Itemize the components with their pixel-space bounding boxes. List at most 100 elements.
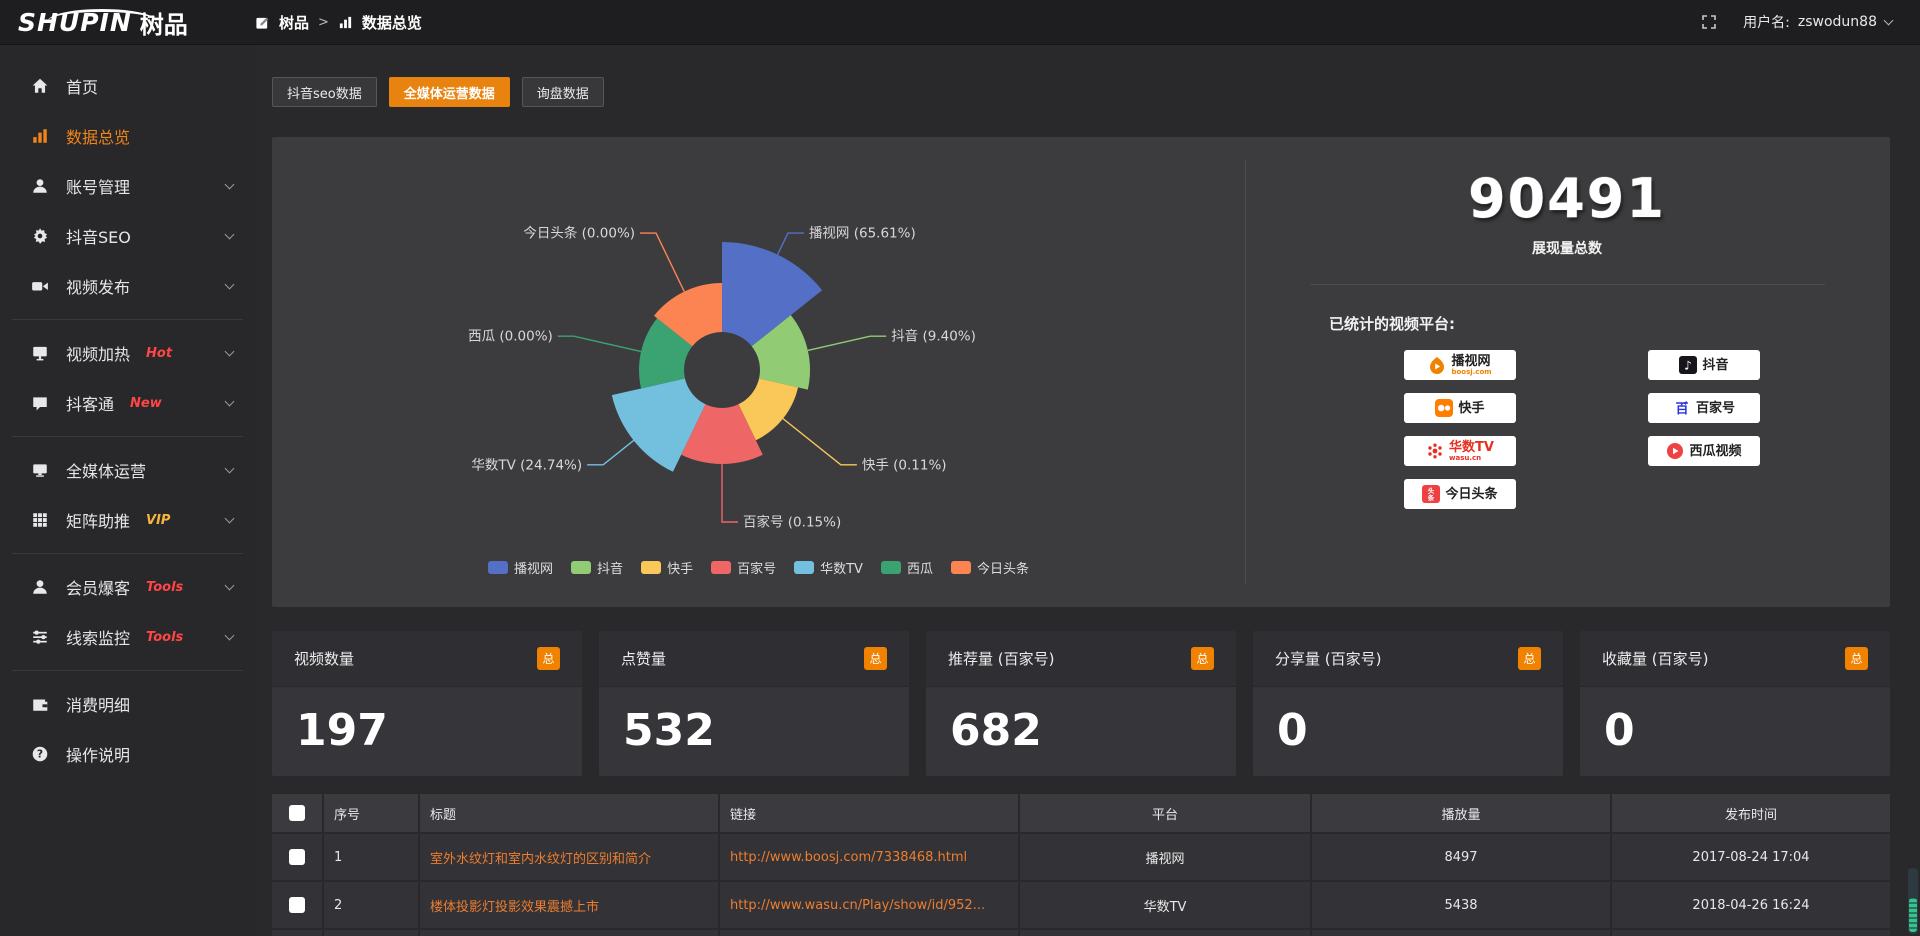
- scrollbar-thumb[interactable]: [1909, 898, 1917, 932]
- sidebar-item-omnimedia-operation[interactable]: 全媒体运营: [0, 445, 255, 495]
- pie-slice-播视网[interactable]: [722, 242, 823, 347]
- card-value: 0: [1277, 705, 1308, 756]
- bar-chart-icon: [30, 126, 50, 146]
- breadcrumb: 树品 > 数据总览: [255, 12, 422, 33]
- tab-omnimedia-data[interactable]: 全媒体运营数据: [388, 77, 510, 107]
- platform-badge-boosj: 播视网 boosj.com: [1404, 350, 1516, 380]
- pie-label: 今日头条 (0.00%): [523, 225, 635, 242]
- pie-slice-快手[interactable]: [738, 378, 799, 441]
- svg-text:头: 头: [1428, 486, 1435, 495]
- legend-swatch: [711, 561, 732, 574]
- card-value: 682: [950, 705, 1042, 756]
- app-logo: SHUPIN 树品: [0, 5, 255, 40]
- sidebar-item-douketong[interactable]: 抖客通 New: [0, 378, 255, 428]
- row-checkbox[interactable]: [289, 897, 305, 913]
- sidebar-item-account-management[interactable]: 账号管理: [0, 161, 255, 211]
- pie-slice-今日头条[interactable]: [653, 283, 722, 347]
- cell-video-link[interactable]: http://www.wasu.cn/Play/show/id/952...: [720, 882, 1020, 928]
- video-camera-icon: [30, 276, 50, 296]
- legend-label: 百家号: [737, 562, 777, 577]
- legend-item-百家号[interactable]: 百家号: [711, 558, 776, 577]
- chart-legend: 播视网 抖音 快手 百家号 华数TV 西瓜 今日头条: [272, 558, 1245, 577]
- sidebar-item-douyin-seo[interactable]: 抖音SEO: [0, 211, 255, 261]
- tab-inquiry-data[interactable]: 询盘数据: [521, 77, 604, 107]
- legend-label: 抖音: [597, 562, 624, 577]
- impressions-total-label: 展现量总数: [1532, 241, 1602, 257]
- legend-item-西瓜[interactable]: 西瓜: [880, 558, 933, 577]
- sidebar-item-member-baoke[interactable]: 会员爆客 Tools: [0, 562, 255, 612]
- column-header-index: 序号: [324, 794, 420, 832]
- pie-slice-百家号[interactable]: [681, 404, 763, 464]
- monitor-icon: [30, 343, 50, 363]
- legend-item-快手[interactable]: 快手: [641, 558, 693, 577]
- page-scrollbar[interactable]: [1908, 868, 1918, 934]
- total-badge[interactable]: 总: [1845, 647, 1868, 670]
- user-icon: [30, 176, 50, 196]
- legend-item-播视网[interactable]: 播视网: [488, 558, 553, 577]
- douyin-logo-icon: ♪: [1679, 356, 1698, 374]
- cell-video-link[interactable]: http://www.boosj.com/7338468.html: [720, 834, 1020, 880]
- sidebar-item-label: 数据总览: [66, 128, 131, 147]
- wasu-logo-icon: [1428, 443, 1442, 459]
- impressions-total-value: 90491: [1468, 167, 1666, 230]
- pie-slice-抖音[interactable]: [751, 315, 810, 390]
- legend-label: 华数TV: [820, 562, 863, 577]
- sidebar-item-clue-monitoring[interactable]: 线索监控 Tools: [0, 612, 255, 662]
- user-menu[interactable]: 用户名: zswodun88: [1743, 12, 1894, 32]
- legend-label: 快手: [667, 562, 694, 577]
- table-row: 2 楼体投影灯投影效果震撼上市 http://www.wasu.cn/Play/…: [272, 882, 1890, 930]
- card-share-count: 分享量 (百家号) 总 0: [1253, 631, 1563, 776]
- stat-cards-row: 视频数量 总 197 点赞量 总 532 推荐量 (百家号) 总 682 分享量 (百…: [272, 631, 1890, 776]
- pie-label: 华数TV (24.74%): [471, 457, 582, 473]
- pie-label: 抖音 (9.40%): [891, 328, 976, 345]
- breadcrumb-separator: >: [318, 14, 329, 30]
- pie-slice-西瓜[interactable]: [639, 318, 693, 389]
- legend-item-抖音[interactable]: 抖音: [571, 558, 623, 577]
- tab-douyin-seo-data[interactable]: 抖音seo数据: [272, 77, 377, 107]
- cell-video-title[interactable]: 室外水纹灯和室内水纹灯的区别和简介: [420, 834, 720, 880]
- total-badge[interactable]: 总: [1191, 647, 1214, 670]
- legend-label: 今日头条: [976, 562, 1029, 577]
- sidebar-item-video-heating[interactable]: 视频加热 Hot: [0, 328, 255, 378]
- username-value: zswodun88: [1797, 14, 1877, 30]
- chevron-down-icon: [1883, 15, 1894, 25]
- xigua-logo-icon: [1667, 443, 1684, 459]
- sidebar-item-expense-details[interactable]: 消费明细: [0, 679, 255, 729]
- vip-badge: VIP: [146, 512, 171, 528]
- sidebar-item-video-publish[interactable]: 视频发布: [0, 261, 255, 311]
- table-row: 1 室外水纹灯和室内水纹灯的区别和简介 http://www.boosj.com…: [272, 834, 1890, 882]
- chevron-down-icon: [224, 346, 235, 356]
- sidebar-divider: [12, 436, 243, 437]
- summary-divider: [1309, 284, 1825, 285]
- fullscreen-icon[interactable]: [1701, 14, 1717, 30]
- legend-item-华数TV[interactable]: 华数TV: [794, 558, 863, 577]
- svg-text:百: 百: [1675, 402, 1688, 417]
- new-badge: New: [130, 395, 162, 411]
- select-all-checkbox[interactable]: [289, 805, 305, 821]
- sidebar-item-home[interactable]: 首页: [0, 61, 255, 111]
- total-badge[interactable]: 总: [537, 647, 560, 670]
- total-badge[interactable]: 总: [1518, 647, 1541, 670]
- sidebar-item-data-overview[interactable]: 数据总览: [0, 111, 255, 161]
- card-favorite-count: 收藏量 (百家号) 总 0: [1580, 631, 1890, 776]
- pie-slice-华数TV[interactable]: [611, 378, 706, 472]
- legend-item-今日头条[interactable]: 今日头条: [950, 558, 1029, 577]
- tools-badge: Tools: [146, 579, 184, 595]
- pie-label: 百家号 (0.15%): [743, 514, 841, 531]
- platform-badges-grid: 播视网 boosj.com ♪ 抖音 快手 百 百家号 华: [1404, 350, 1889, 509]
- svg-text:?: ?: [37, 748, 43, 761]
- label-connector: [587, 439, 635, 466]
- sidebar-item-label: 操作说明: [66, 746, 131, 765]
- breadcrumb-root[interactable]: 树品: [279, 13, 310, 32]
- row-checkbox[interactable]: [289, 849, 305, 865]
- card-title: 推荐量 (百家号): [948, 650, 1055, 668]
- cell-video-title[interactable]: 楼体投影灯投影效果震撼上市: [420, 882, 720, 928]
- table-header-row: 序号 标题 链接 平台 播放量 发布时间: [272, 794, 1890, 834]
- svg-text:条: 条: [1428, 493, 1435, 502]
- total-badge[interactable]: 总: [864, 647, 887, 670]
- sidebar-item-instructions[interactable]: ? 操作说明: [0, 729, 255, 779]
- chevron-down-icon: [224, 396, 235, 406]
- platform-badge-kuaishou: 快手: [1404, 393, 1516, 423]
- sidebar-item-label: 会员爆客: [66, 579, 131, 598]
- sidebar-item-matrix-boost[interactable]: 矩阵助推 VIP: [0, 495, 255, 545]
